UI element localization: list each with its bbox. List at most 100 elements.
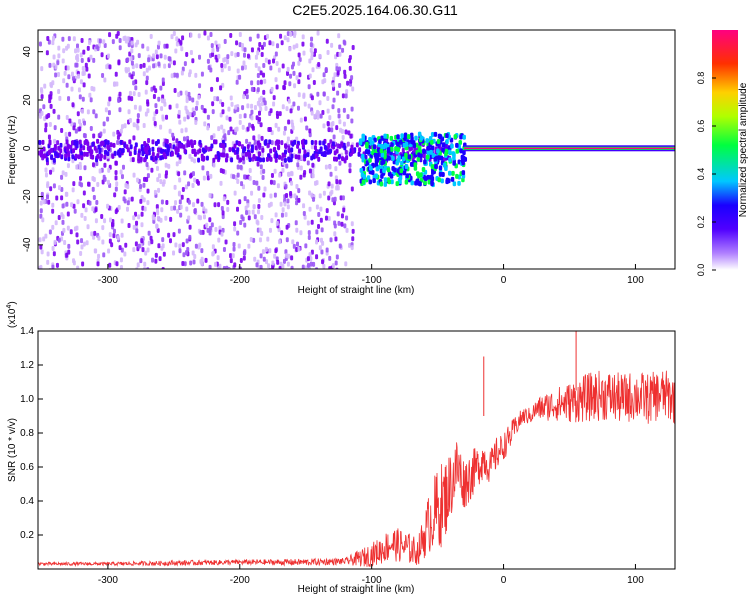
noise-cell xyxy=(175,161,179,167)
noise-cell xyxy=(248,36,252,42)
y-tick-label: 0.2 xyxy=(20,530,34,541)
noise-cell xyxy=(91,206,95,212)
noise-cell xyxy=(280,40,284,46)
signal-cell xyxy=(137,152,141,158)
noise-cell xyxy=(146,200,150,206)
turbulence-cell xyxy=(450,143,454,149)
noise-cell xyxy=(253,139,257,145)
noise-cell xyxy=(285,106,289,112)
noise-cell xyxy=(40,66,44,72)
noise-cell xyxy=(85,240,89,246)
noise-cell xyxy=(286,136,290,142)
noise-cell xyxy=(334,260,338,266)
noise-cell xyxy=(157,173,161,179)
noise-cell xyxy=(127,109,131,115)
noise-cell xyxy=(72,258,76,264)
turbulence-cell xyxy=(445,179,449,185)
noise-cell xyxy=(350,221,354,227)
noise-cell xyxy=(262,192,266,198)
noise-cell xyxy=(107,53,111,59)
noise-cell xyxy=(180,70,184,76)
noise-cell xyxy=(258,227,262,233)
noise-cell xyxy=(341,134,345,140)
noise-cell xyxy=(56,60,60,66)
noise-cell xyxy=(222,128,226,134)
noise-cell xyxy=(164,162,168,168)
signal-cell xyxy=(217,155,221,161)
y-tick-label: 0 xyxy=(22,145,33,151)
turbulence-cell xyxy=(430,145,435,151)
noise-cell xyxy=(135,123,139,129)
noise-cell xyxy=(57,53,61,59)
noise-cell xyxy=(144,89,148,95)
noise-cell xyxy=(189,260,193,266)
noise-cell xyxy=(52,35,56,41)
signal-cell xyxy=(258,142,262,148)
signal-cell xyxy=(357,151,361,157)
signal-cell xyxy=(193,139,197,145)
signal-cell xyxy=(191,148,195,154)
signal-cell xyxy=(41,139,45,145)
noise-cell xyxy=(289,108,293,114)
noise-cell xyxy=(191,58,195,64)
signal-cell xyxy=(139,157,143,163)
noise-cell xyxy=(309,261,313,267)
noise-cell xyxy=(321,110,325,116)
noise-cell xyxy=(253,256,257,262)
turbulence-cell xyxy=(430,174,434,180)
signal-cell xyxy=(210,143,214,149)
noise-cell xyxy=(250,80,254,86)
noise-cell xyxy=(65,115,69,121)
noise-cell xyxy=(287,171,291,177)
noise-cell xyxy=(165,114,169,120)
noise-cell xyxy=(202,175,206,181)
noise-cell xyxy=(325,247,329,253)
noise-cell xyxy=(293,30,297,36)
noise-cell xyxy=(174,48,178,54)
noise-cell xyxy=(178,177,182,183)
noise-cell xyxy=(342,207,346,213)
noise-cell xyxy=(170,34,174,40)
noise-cell xyxy=(303,116,307,122)
turbulence-cell xyxy=(461,160,465,166)
noise-cell xyxy=(341,195,345,201)
signal-cell xyxy=(318,140,322,146)
turbulence-cell xyxy=(401,156,406,162)
turbulence-cell xyxy=(383,154,387,160)
signal-cell xyxy=(401,148,405,154)
noise-cell xyxy=(75,164,79,170)
signal-cell xyxy=(101,140,105,146)
signal-cell xyxy=(59,142,63,148)
y-tick-label: 40 xyxy=(22,46,33,58)
noise-cell xyxy=(177,171,181,177)
noise-cell xyxy=(124,242,128,248)
turbulence-cell xyxy=(445,139,449,145)
x-tick-label: 100 xyxy=(627,275,644,286)
noise-cell xyxy=(269,193,273,199)
noise-cell xyxy=(234,52,238,58)
noise-cell xyxy=(185,206,189,212)
noise-cell xyxy=(80,37,84,43)
noise-cell xyxy=(176,208,180,214)
turbulence-cell xyxy=(370,169,375,175)
noise-cell xyxy=(229,258,233,264)
turbulence-cell xyxy=(423,180,427,186)
noise-cell xyxy=(42,199,46,205)
signal-cell xyxy=(236,154,240,160)
noise-cell xyxy=(49,91,53,97)
signal-cell xyxy=(133,146,137,152)
noise-cell xyxy=(331,263,335,269)
turbulence-cell xyxy=(427,179,432,185)
noise-cell xyxy=(102,39,106,45)
signal-cell xyxy=(91,141,95,147)
turbulence-cell xyxy=(415,171,420,177)
noise-cell xyxy=(63,240,67,246)
noise-cell xyxy=(227,106,231,112)
noise-cell xyxy=(312,79,316,85)
signal-cell xyxy=(53,143,57,149)
noise-cell xyxy=(185,98,189,104)
noise-cell xyxy=(230,101,234,107)
noise-cell xyxy=(152,53,156,59)
noise-cell xyxy=(247,243,251,249)
noise-cell xyxy=(315,239,319,245)
